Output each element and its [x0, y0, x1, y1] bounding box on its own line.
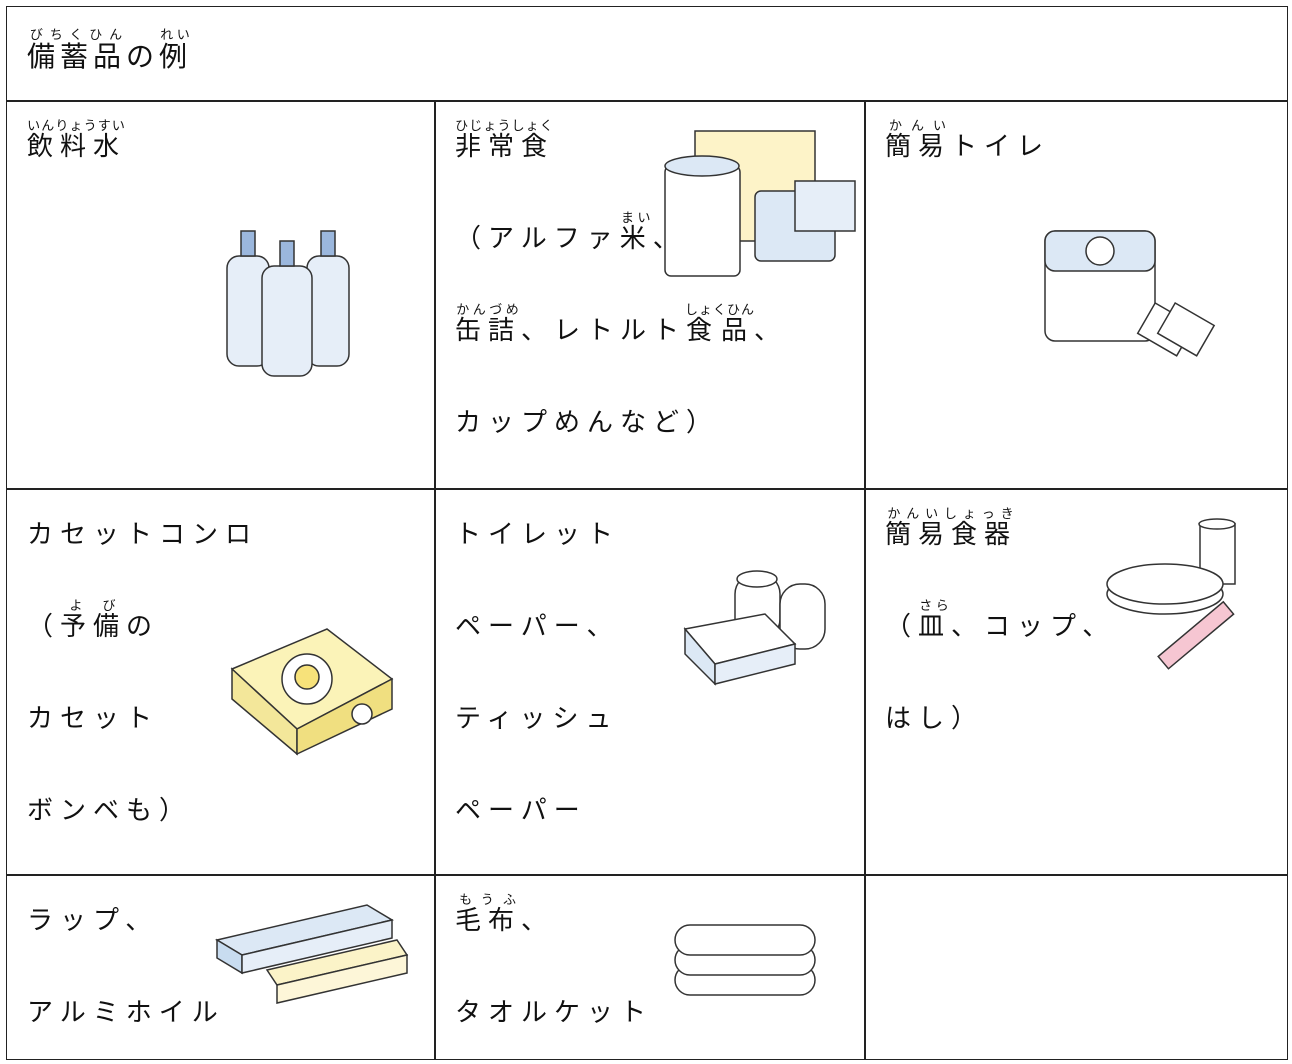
text: （	[27, 612, 61, 642]
text: カセット	[27, 704, 160, 734]
ruby-text: 簡易かんい	[885, 119, 952, 162]
text: （アルファ	[455, 224, 620, 254]
cell-line: タオルケット	[455, 967, 845, 1059]
text: の	[126, 40, 160, 73]
cell-line: 毛布もうふ、	[455, 875, 845, 967]
wrap-foil	[215, 904, 409, 1004]
text: 、	[754, 316, 788, 346]
cell-line: 簡易食器かんいしょっき	[885, 489, 1267, 581]
ruby-text: 皿さら	[918, 599, 952, 642]
cell-line: ペーパー、	[455, 581, 845, 673]
ruby-text: 米まい	[619, 211, 653, 254]
ruby-text: 食品しょくひん	[685, 303, 756, 346]
furigana: もうふ	[455, 893, 522, 908]
ruby-base: 簡易	[885, 132, 952, 162]
cell-line: ボンベも）	[27, 765, 415, 857]
cell-line: （アルファ米まい、	[455, 193, 845, 285]
furigana: まい	[619, 211, 653, 226]
text: トイレ	[951, 132, 1051, 162]
cell-line: 非常食ひじょうしょく	[455, 101, 845, 193]
text: 、レトルト	[521, 316, 687, 346]
ruby-base: 食品	[685, 316, 756, 346]
ruby-base: 簡易食器	[885, 520, 1018, 550]
cell-line: トイレット	[455, 489, 845, 581]
text: 、コップ、	[951, 612, 1116, 642]
furigana: びちくひん	[27, 28, 126, 43]
emergency-food	[664, 130, 856, 277]
header: 備蓄品びちくひんの例れい	[6, 6, 1288, 102]
ruby-text: 缶詰かんづめ	[455, 303, 522, 346]
ruby-base: 飲料水	[27, 132, 127, 162]
text: ペーパー	[455, 796, 587, 826]
text: カセットコンロ	[27, 520, 259, 550]
furigana: しょくひん	[685, 303, 756, 318]
cell-line: （皿さら、コップ、	[885, 581, 1267, 673]
cell: 簡易食器かんいしょっき （皿さら、コップ、はし）	[864, 488, 1288, 876]
ruby-text: 毛布もうふ	[455, 893, 522, 936]
cell-line: カセット	[27, 673, 415, 765]
cell-line: ペーパー	[455, 765, 845, 857]
text: タオルケット	[455, 998, 654, 1028]
text: ボンベも）	[27, 796, 193, 826]
furigana: いんりょうすい	[27, 119, 126, 134]
cell: トイレットペーパー、ティッシュペーパー	[434, 488, 866, 876]
ruby-base: 例	[159, 40, 193, 73]
ruby-text: 例れい	[159, 28, 193, 73]
ruby-base: 備蓄品	[27, 40, 127, 73]
cell-line: カセットコンロ	[27, 489, 415, 581]
cell-line: （予備よびの	[27, 581, 415, 673]
text: 、	[521, 906, 555, 936]
cell-line: カップめんなど）	[455, 377, 845, 469]
furigana: かんい	[885, 119, 952, 134]
cassette-stove	[230, 628, 394, 756]
text: ラップ、	[27, 906, 159, 936]
text: （	[885, 612, 919, 642]
cell-line: はし）	[885, 673, 1267, 765]
furigana: よび	[60, 599, 127, 614]
simple-toilet	[1044, 230, 1216, 357]
ruby-text: 非常食ひじょうしょく	[455, 119, 555, 162]
ruby-base: 非常食	[455, 132, 555, 162]
cell-line: ティッシュ	[455, 673, 845, 765]
blanket	[674, 924, 816, 996]
cell-line: 缶詰かんづめ、レトルト食品しょくひん、	[455, 285, 845, 377]
ruby-text: 簡易食器かんいしょっき	[885, 507, 1018, 550]
ruby-base: 予備	[60, 612, 127, 642]
cell: 簡易かんいトイレ	[864, 100, 1288, 490]
toilet-paper	[683, 570, 826, 686]
cell: 毛布もうふ、タオルケット	[434, 874, 866, 1060]
furigana: さら	[918, 599, 952, 614]
cell: 飲料水いんりょうすい	[6, 100, 436, 490]
ruby-base: 米	[619, 224, 653, 254]
text: 、	[652, 224, 686, 254]
cell-line: 簡易かんいトイレ	[885, 101, 1267, 193]
text: ペーパー、	[455, 612, 620, 642]
ruby-base: 皿	[918, 612, 952, 642]
text: ティッシュ	[455, 704, 619, 734]
cell-line: アルミホイル	[27, 967, 415, 1059]
ruby-base: 缶詰	[455, 316, 522, 346]
text: アルミホイル	[27, 998, 225, 1028]
text: カップめんなど）	[455, 408, 720, 438]
cell: ラップ、アルミホイル	[6, 874, 436, 1060]
furigana: かんいしょっき	[885, 507, 1018, 522]
text: の	[126, 612, 160, 642]
water-bottles	[226, 230, 350, 377]
cell: 非常食ひじょうしょく （アルファ米まい、 缶詰かんづめ、レトルト食品しょくひん、 カッ…	[434, 100, 866, 490]
cell-line: ラップ、	[27, 875, 415, 967]
ruby-text: 飲料水いんりょうすい	[27, 119, 127, 162]
cell: カセットコンロ （予備よびのカセットボンベも）	[6, 488, 436, 876]
ruby-text: 備蓄品びちくひん	[27, 28, 127, 73]
furigana: かんづめ	[455, 303, 522, 318]
furigana: ひじょうしょく	[455, 119, 554, 134]
tableware	[1106, 518, 1236, 670]
cell-line: 飲料水いんりょうすい	[27, 101, 415, 193]
ruby-text: 予備よび	[60, 599, 127, 642]
furigana: れい	[159, 28, 193, 43]
text: はし）	[885, 704, 985, 734]
ruby-base: 毛布	[455, 906, 522, 936]
empty-cell	[864, 874, 1288, 1060]
text: トイレット	[455, 520, 621, 550]
